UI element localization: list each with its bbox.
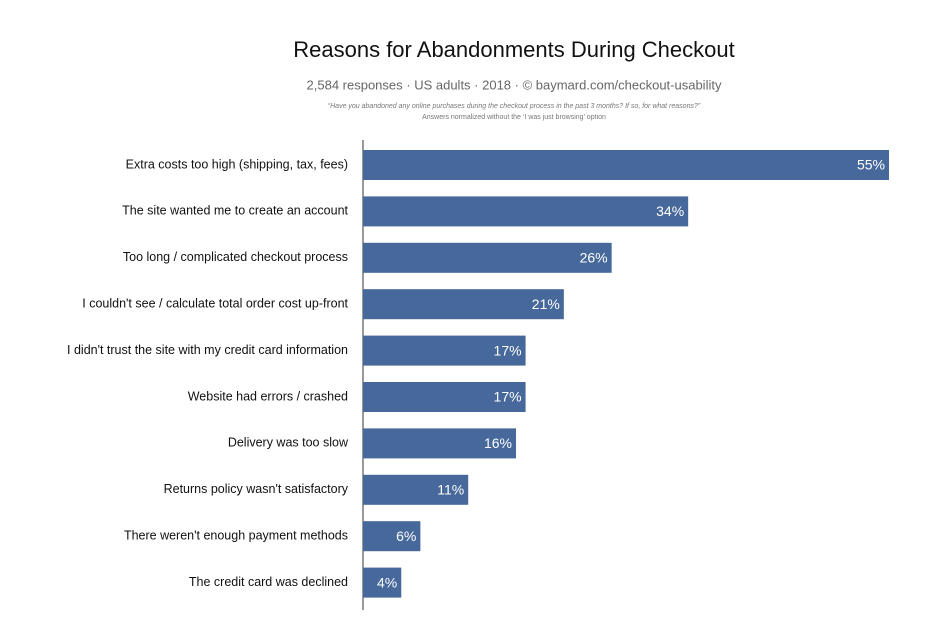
value-label: 6% <box>396 528 416 544</box>
bar <box>363 335 526 366</box>
category-label: I couldn't see / calculate total order c… <box>82 296 348 310</box>
category-label: Website had errors / crashed <box>188 389 348 403</box>
category-label: Extra costs too high (shipping, tax, fee… <box>126 157 348 171</box>
bar <box>363 521 421 552</box>
category-label: Too long / complicated checkout process <box>123 250 348 264</box>
chart-title: Reasons for Abandonments During Checkout <box>293 37 734 62</box>
value-label: 4% <box>377 574 397 590</box>
category-label: Returns policy wasn't satisfactory <box>164 482 349 496</box>
chart-subtitle: 2,584 responses · US adults · 2018 · © b… <box>307 77 722 92</box>
bar <box>363 242 612 273</box>
bar <box>363 474 469 505</box>
category-label: The credit card was declined <box>189 575 348 589</box>
value-label: 55% <box>857 157 885 173</box>
value-label: 11% <box>437 482 464 498</box>
value-label: 16% <box>484 435 512 451</box>
bar <box>363 567 402 598</box>
value-label: 17% <box>494 389 522 405</box>
value-label: 21% <box>532 296 560 312</box>
chart-note: Answers normalized without the ‘I was ju… <box>422 114 606 121</box>
value-label: 34% <box>656 203 684 219</box>
category-label: Delivery was too slow <box>228 436 349 450</box>
category-label: There weren't enough payment methods <box>124 528 348 542</box>
category-label: I didn't trust the site with my credit c… <box>67 343 348 357</box>
bar <box>363 196 689 227</box>
chart-note: “Have you abandoned any online purchases… <box>328 103 701 110</box>
value-label: 17% <box>494 342 522 358</box>
category-label: The site wanted me to create an account <box>122 204 348 218</box>
value-label: 26% <box>580 250 608 266</box>
bar <box>363 382 526 412</box>
bar <box>363 150 889 180</box>
bar <box>363 428 517 459</box>
bar <box>363 289 564 320</box>
